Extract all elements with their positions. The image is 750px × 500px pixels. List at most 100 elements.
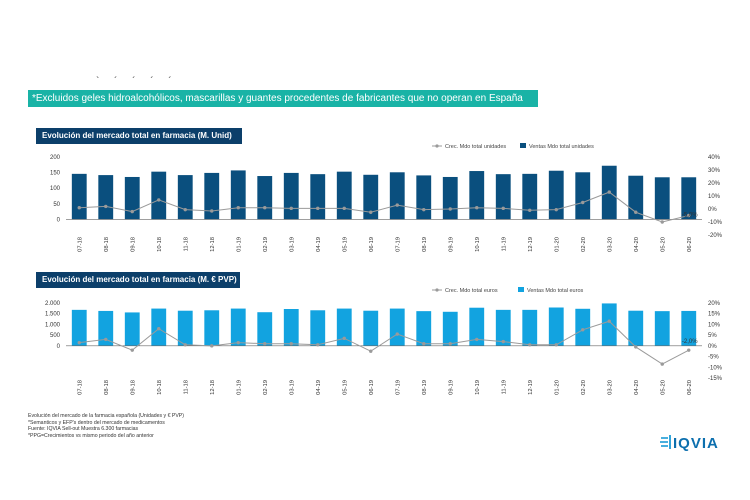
x-tick-label: 03-19 (289, 237, 295, 252)
units-growth-point (395, 203, 399, 207)
units-bar (336, 171, 352, 220)
euros-growth-point (104, 337, 108, 342)
x-tick-label: 01-20 (554, 380, 560, 395)
x-tick-label: 05-19 (342, 237, 348, 252)
euros-growth-point (395, 332, 399, 336)
x-tick-label: 01-19 (236, 380, 242, 395)
units-bar (681, 177, 697, 220)
units-growth-point (289, 206, 293, 211)
y-left-tick-label: 50 (53, 202, 60, 208)
euros-growth-point (342, 336, 346, 341)
x-tick-label: 03-20 (607, 380, 613, 395)
footnote-line: *PPG=Crecimientos vs mismo periodo del a… (28, 432, 154, 439)
euros-bar (204, 310, 220, 346)
x-tick-label: 09-19 (448, 237, 454, 252)
x-tick-label: 01-20 (554, 237, 560, 252)
units-bar (389, 172, 405, 220)
euros-bar (363, 310, 379, 346)
units-growth-point (263, 206, 267, 210)
iqvia-mark-icon (660, 435, 671, 449)
euros-growth-point (634, 345, 638, 349)
x-tick-label: 08-19 (422, 237, 428, 252)
euros-bar (177, 310, 193, 346)
units-bar (310, 174, 326, 220)
y-left-tick-label: 500 (50, 333, 61, 339)
y-right-tick-label: 20% (708, 181, 721, 187)
euros-bar (416, 311, 432, 346)
x-tick-label: 02-20 (581, 380, 587, 395)
units-growth-point (342, 206, 346, 211)
euros-growth-point (183, 343, 187, 347)
units-growth-point (369, 210, 373, 214)
legend-label: Crec. Mdo total euros (445, 288, 498, 294)
euros-bar (336, 308, 352, 346)
units-bar (71, 173, 87, 220)
euros-growth-point (316, 343, 320, 347)
euros-bar (98, 310, 114, 346)
euros-bar (71, 309, 87, 346)
units-bar (628, 175, 644, 220)
euros-growth-point (581, 328, 585, 332)
euros-bar (628, 310, 644, 346)
x-tick-label: 06-19 (369, 380, 375, 395)
header-marks: ` ´ ´ ´ ´ (96, 76, 178, 87)
iqvia-logo: IQVIA (660, 435, 718, 452)
x-tick-label: 05-20 (660, 380, 666, 395)
units-growth-point (607, 190, 611, 194)
units-growth-point (501, 206, 505, 211)
x-tick-label: 09-18 (130, 380, 136, 395)
y-right-tick-label: 10% (708, 194, 721, 200)
units-growth-point (554, 207, 558, 212)
euros-growth-point (77, 340, 81, 345)
euros-growth-point (263, 342, 267, 346)
x-tick-label: 08-18 (104, 237, 110, 252)
x-tick-label: 07-18 (77, 237, 83, 252)
x-tick-label: 10-18 (157, 380, 163, 395)
y-right-tick-label: 5% (708, 333, 717, 339)
y-right-tick-label: -10% (708, 220, 723, 226)
x-tick-label: 01-19 (236, 237, 242, 252)
units-bar (548, 170, 564, 220)
y-right-tick-label: -20% (708, 233, 723, 239)
euros-bar (230, 308, 246, 346)
euros-bar (601, 303, 617, 346)
units-bar (177, 175, 193, 220)
euros-bar (495, 309, 511, 346)
euros-growth-point (369, 349, 373, 353)
y-right-tick-label: 15% (708, 312, 721, 318)
euros-bar (522, 309, 538, 346)
units-bar (98, 175, 114, 220)
units-growth-point (236, 206, 240, 210)
x-tick-label: 02-20 (581, 237, 587, 252)
x-tick-label: 03-19 (289, 380, 295, 395)
units-growth-point (104, 204, 108, 209)
x-tick-label: 08-18 (104, 380, 110, 395)
euros-growth-line (79, 320, 689, 365)
euros-growth-point (236, 340, 240, 345)
units-growth-point (157, 198, 161, 202)
units-bar (495, 174, 511, 220)
footnote-line: Fuente: IQVIA Sell-out Muestra 6.300 far… (28, 426, 139, 433)
x-tick-label: 05-20 (660, 237, 666, 252)
y-left-tick-label: 2.000 (45, 301, 61, 307)
x-tick-label: 07-19 (395, 380, 401, 395)
x-tick-label: 07-18 (77, 380, 83, 395)
y-right-tick-label: -10% (708, 365, 723, 371)
units-growth-point (634, 210, 638, 214)
units-growth-point (210, 209, 214, 213)
x-tick-label: 10-19 (475, 237, 481, 252)
y-left-tick-label: 0 (57, 217, 61, 223)
units-growth-point (77, 206, 81, 210)
footnote-line: *Semanticos y EFP's dentro del mercado d… (28, 419, 165, 426)
units-legend: Crec. Mdo total unidades Ventas Mdo total… (432, 143, 594, 150)
units-growth-point (316, 206, 320, 211)
euros-growth-point (501, 339, 505, 344)
euros-bar (442, 311, 458, 346)
units-growth-line (79, 191, 689, 223)
euros-legend: Crec. Mdo total euros Ventas Mdo total eu… (432, 287, 584, 294)
x-tick-label: 11-19 (501, 380, 507, 394)
x-tick-label: 12-18 (210, 380, 216, 395)
x-tick-label: 04-20 (634, 380, 640, 395)
y-right-tick-label: -15% (708, 376, 723, 382)
units-growth-point (130, 209, 134, 214)
